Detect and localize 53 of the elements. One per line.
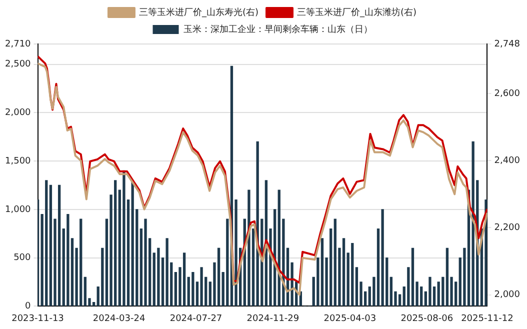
y-tick-label: 2,500	[5, 60, 32, 70]
bar	[355, 267, 358, 306]
x-tick-label: 2023-11-13	[12, 314, 64, 324]
bar	[316, 257, 320, 306]
bar	[144, 218, 147, 306]
bar	[226, 218, 229, 306]
bar	[411, 248, 414, 306]
y2-tick-label: 2,400	[494, 156, 520, 166]
bar	[442, 276, 444, 306]
bar	[342, 238, 346, 306]
bar	[200, 267, 203, 306]
bar	[217, 248, 220, 306]
x-tick-label: 2025-11-12	[461, 314, 514, 324]
bar	[101, 248, 104, 306]
bar	[446, 248, 449, 306]
bar	[131, 180, 134, 306]
y-tick-label: 500	[14, 253, 32, 264]
y-tick-label: 1,000	[5, 204, 32, 215]
x-tick-label: 2024-11-29	[246, 314, 300, 324]
bar	[398, 294, 402, 306]
bar	[428, 276, 432, 306]
bar	[381, 209, 384, 306]
x-tick-label: 2024-07-27	[170, 314, 222, 324]
y-tick-label: 2,710	[5, 39, 32, 50]
legend-label: 玉米：深加工企业：早间剩余车辆：山东（日）	[183, 24, 372, 35]
y2-tick-label: 2,000	[494, 290, 520, 300]
y2-tick-label: 2,600	[494, 88, 520, 99]
bar	[84, 276, 87, 306]
bar	[166, 238, 168, 306]
bar	[390, 276, 393, 306]
legend-label: 三等玉米进厂价_山东潍坊(右)	[297, 6, 417, 18]
bar	[49, 184, 52, 306]
x-tick-label: 2024-03-24	[92, 314, 146, 324]
bar	[248, 190, 250, 306]
bar	[58, 184, 61, 306]
y-tick-label: 2,000	[5, 108, 32, 118]
bar	[92, 302, 96, 306]
y2-tick-label: 2,200	[494, 223, 520, 234]
x-tick-label: 2025-08-06	[400, 314, 454, 324]
bar	[66, 214, 70, 306]
legend-label: 三等玉米进厂价_山东寿光(右)	[138, 6, 259, 18]
bar	[320, 238, 324, 306]
bar	[157, 248, 160, 306]
y2-tick-label: 2,748	[494, 39, 520, 50]
bar	[351, 242, 354, 306]
y-tick-label: 0	[25, 302, 32, 312]
bar	[256, 141, 259, 306]
bar	[192, 272, 194, 306]
x-tick-label: 2025-04-03	[324, 314, 376, 324]
bar	[182, 252, 186, 306]
bar	[472, 141, 474, 306]
y-tick-label: 1,500	[5, 156, 32, 166]
bar	[122, 170, 126, 306]
